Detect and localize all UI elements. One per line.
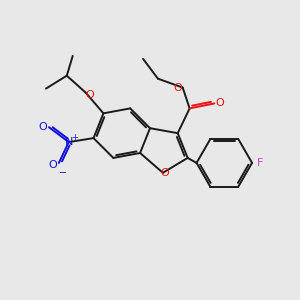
Text: O: O [215,98,224,108]
Text: F: F [257,158,263,168]
Text: +: + [71,133,78,142]
Text: N: N [64,137,73,147]
Text: O: O [49,160,57,170]
Text: O: O [85,89,94,100]
Text: O: O [173,82,182,93]
Text: O: O [160,168,169,178]
Text: O: O [39,122,47,132]
Text: −: − [59,168,67,178]
